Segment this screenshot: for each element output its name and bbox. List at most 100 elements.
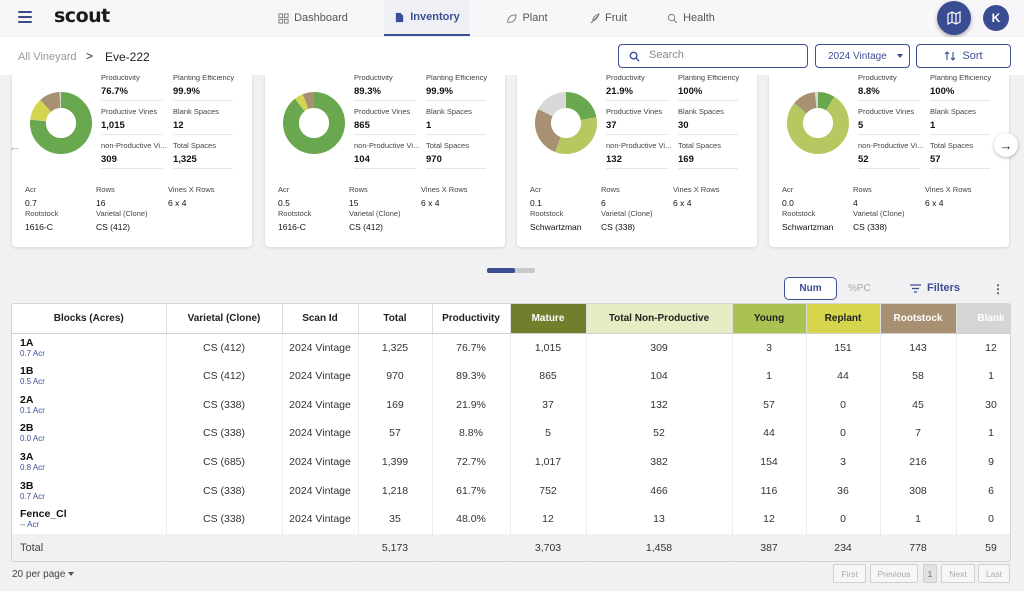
- breadcrumb-root[interactable]: All Vineyard: [18, 51, 77, 63]
- tab-dashboard[interactable]: Dashboard: [260, 0, 366, 36]
- stat-label: non-Productive Vi...: [606, 141, 672, 150]
- cell-nonprod: 13: [586, 505, 733, 534]
- page-number-button[interactable]: 1: [923, 564, 937, 583]
- user-avatar[interactable]: K: [983, 5, 1009, 31]
- stat-label: Total Spaces: [173, 141, 216, 150]
- acr-label: Acr: [278, 185, 290, 194]
- per-page-select[interactable]: 20 per page: [12, 569, 75, 580]
- varietal-value: CS (412): [349, 222, 384, 232]
- cell-replant: 0: [806, 390, 881, 420]
- varietal-value: CS (338): [853, 222, 888, 232]
- column-header[interactable]: Blank: [956, 304, 1010, 334]
- cell-young: 116: [732, 476, 807, 506]
- feather-icon: [590, 12, 600, 23]
- total-total: 5,173: [358, 533, 433, 561]
- block-card[interactable]: Productivity Planting Efficiency 8.8% 100% P…: [769, 75, 1009, 247]
- arrow-right-icon[interactable]: →: [994, 133, 1018, 157]
- search-input[interactable]: [649, 49, 799, 61]
- total-blank: 59: [956, 533, 1010, 561]
- donut-segment: [283, 92, 345, 154]
- cell-total: 1,218: [358, 476, 433, 506]
- block-card[interactable]: Productivity Planting Efficiency 89.3% 99.9…: [265, 75, 505, 247]
- percent-toggle[interactable]: %PC: [848, 283, 871, 294]
- column-header[interactable]: Replant: [806, 304, 881, 334]
- column-header[interactable]: Varietal (Clone): [166, 304, 283, 334]
- block-name: 1A: [20, 336, 34, 349]
- block-acres: 0.7 Acr: [20, 491, 45, 501]
- donut-chart: [30, 92, 92, 154]
- cell-nonprod: 132: [586, 390, 733, 420]
- block-card[interactable]: Productivity Planting Efficiency 76.7% 99.9…: [12, 75, 252, 247]
- block-cell: 1A 0.7 Acr: [12, 333, 167, 362]
- previous-page-button[interactable]: Previous: [870, 564, 918, 583]
- column-header[interactable]: Total: [358, 304, 433, 334]
- cell-varietal: CS (338): [166, 419, 283, 448]
- cell-rootstock: 143: [880, 333, 957, 362]
- stat-value: 100%: [930, 86, 955, 97]
- vines-x-rows-label: Vines X Rows: [421, 185, 468, 194]
- table-row[interactable]: 2B 0.0 Acr CS (338) 2024 Vintage 57 8.8% 5 52 44…: [12, 419, 1010, 448]
- tab-inventory[interactable]: Inventory: [384, 0, 470, 36]
- cell-productivity: 48.0%: [432, 505, 511, 534]
- table-row[interactable]: 3B 0.7 Acr CS (338) 2024 Vintage 1,218 61.7% 7…: [12, 476, 1010, 506]
- column-header[interactable]: Productivity: [432, 304, 511, 334]
- stat-value: 865: [354, 120, 370, 131]
- cell-rootstock: 58: [880, 361, 957, 391]
- column-header[interactable]: Blocks (Acres): [12, 304, 167, 334]
- next-page-button[interactable]: Next: [941, 564, 975, 583]
- rows-value: 16: [96, 198, 106, 208]
- total-rootstock: 778: [880, 533, 957, 561]
- last-page-button[interactable]: Last: [978, 564, 1010, 583]
- cell-young: 44: [732, 419, 807, 448]
- filter-icon: [910, 283, 921, 293]
- cell-varietal: CS (412): [166, 361, 283, 391]
- table-row[interactable]: 2A 0.1 Acr CS (338) 2024 Vintage 169 21.9% 37 1…: [12, 390, 1010, 420]
- vintage-select[interactable]: 2024 Vintage: [815, 44, 910, 68]
- cell-scan: 2024 Vintage: [282, 390, 359, 420]
- acr-label: Acr: [25, 185, 37, 194]
- more-options-icon[interactable]: ⋮: [992, 282, 1004, 296]
- carousel-indicator[interactable]: [487, 268, 535, 273]
- column-header[interactable]: Rootstock: [880, 304, 957, 334]
- table-row[interactable]: 1B 0.5 Acr CS (412) 2024 Vintage 970 89.3% 865…: [12, 361, 1010, 391]
- map-button[interactable]: [937, 1, 971, 35]
- cell-varietal: CS (338): [166, 476, 283, 506]
- cell-mature: 5: [510, 419, 587, 448]
- stat-value: 309: [101, 154, 117, 165]
- rootstock-value: Schwartzman: [530, 222, 582, 232]
- tab-health[interactable]: Health: [656, 0, 726, 36]
- cell-replant: 0: [806, 419, 881, 448]
- tab-health-label: Health: [683, 12, 715, 24]
- tab-fruit[interactable]: Fruit: [574, 0, 642, 36]
- first-page-button[interactable]: First: [833, 564, 866, 583]
- column-header[interactable]: Mature: [510, 304, 587, 334]
- filters-button[interactable]: Filters: [910, 282, 960, 294]
- column-header[interactable]: Scan Id: [282, 304, 359, 334]
- stat-value: 57: [930, 154, 941, 165]
- cell-scan: 2024 Vintage: [282, 361, 359, 391]
- rows-label: Rows: [601, 185, 620, 194]
- num-toggle[interactable]: Num: [784, 277, 837, 300]
- table-row[interactable]: 3A 0.8 Acr CS (685) 2024 Vintage 1,399 72.7% 1…: [12, 447, 1010, 477]
- total-mature: 3,703: [510, 533, 587, 561]
- column-header[interactable]: Total Non-Productive: [586, 304, 733, 334]
- sort-button[interactable]: Sort: [916, 44, 1011, 68]
- table-row[interactable]: Fence_Cl -- Acr CS (338) 2024 Vintage 35 48.0…: [12, 505, 1010, 534]
- menu-icon[interactable]: [18, 11, 32, 23]
- cell-total: 169: [358, 390, 433, 420]
- stat-value: 37: [606, 120, 617, 131]
- column-header[interactable]: Young: [732, 304, 807, 334]
- tab-plant[interactable]: Plant: [490, 0, 564, 36]
- cell-young: 1: [732, 361, 807, 391]
- table-row[interactable]: 1A 0.7 Acr CS (412) 2024 Vintage 1,325 76.7% 1…: [12, 333, 1010, 362]
- search-box[interactable]: [618, 44, 808, 68]
- block-acres: -- Acr: [20, 520, 40, 530]
- block-card[interactable]: Productivity Planting Efficiency 21.9% 100%…: [517, 75, 757, 247]
- stat-label: Productivity: [606, 75, 645, 82]
- stat-label: Productive Vines: [354, 107, 411, 116]
- total-replant: 234: [806, 533, 881, 561]
- arrow-left-icon[interactable]: ←: [8, 138, 22, 154]
- app-logo[interactable]: scout: [54, 5, 110, 27]
- vines-x-rows-label: Vines X Rows: [925, 185, 972, 194]
- vintage-select-value: 2024 Vintage: [828, 51, 887, 62]
